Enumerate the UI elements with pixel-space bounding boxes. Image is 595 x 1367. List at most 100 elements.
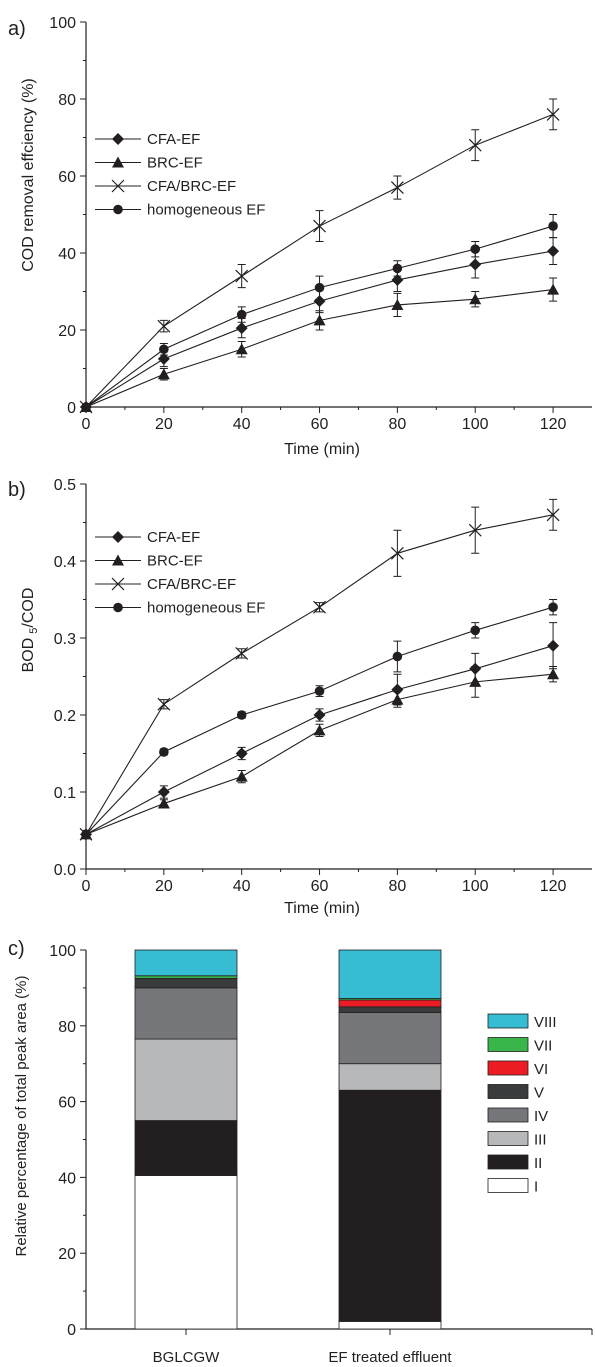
panel-a-series-brc-ef-point [469, 293, 482, 305]
panel-c-legend-swatch-viii [487, 1013, 529, 1029]
panel-c: c) Relative percentage of total peak are… [8, 938, 593, 1366]
panel-c-bar-ef-treated-effluent-iv [338, 1012, 442, 1065]
panel-a-series-homogeneous-ef-point [159, 344, 169, 355]
panel-c-y-tick-label: 60 [58, 1095, 76, 1112]
panel-c-legend-label-vii: VII [534, 1038, 552, 1055]
panel-b-series-homogeneous-ef-point [236, 710, 247, 720]
panel-a-y-tick-label: 20 [58, 323, 76, 340]
panel-b-x-tick-label: 0 [82, 878, 91, 895]
panel-c-legend-swatch-iii [487, 1131, 529, 1146]
panel-b-legend-cfa-brc-ef-marker [111, 577, 125, 591]
panel-a-x-tick-label: 40 [233, 416, 251, 433]
panel-a-legend-brc-ef-marker [112, 156, 124, 168]
panel-a-label: a) [8, 18, 26, 40]
panel-c-legend-label-viii: VIII [534, 1014, 557, 1031]
panel-a-series-brc-ef-point [235, 343, 248, 355]
panel-c-legend-swatch-vi [487, 1060, 529, 1076]
panel-b-plot: 0 20 40 60 80 100 120 0.0 0.1 0.2 0.3 0.4 0.5 CFA-EF B… [54, 477, 592, 895]
panel-a-series-cfa-ef-point [157, 352, 170, 365]
panel-b-x-axis-title: Time (min) [284, 900, 360, 917]
panel-a-y-axis-title: COD removal effciency (%) [20, 78, 37, 272]
panel-b-series-cfa-brc-ef-point [313, 600, 326, 614]
panel-a-series-cfa-ef-point [391, 273, 404, 286]
panel-b-series-cfa-ef-point [313, 709, 326, 721]
panel-a-y-tick-label: 100 [49, 15, 76, 32]
panel-b-y-tick-label: 0.2 [54, 708, 76, 725]
panel-c-legend-swatch-iv [487, 1107, 529, 1123]
panel-b-series-cfa-brc-ef-point [546, 508, 560, 522]
panel-b-series-homogeneous-ef-point [314, 686, 325, 696]
panel-b-series-cfa-brc-ef-point [390, 546, 404, 560]
panel-c-legend-label-i: I [534, 1179, 538, 1196]
panel-c-bar-ef-treated-effluent-v [338, 1006, 442, 1013]
panel-b-series-brc-ef-point [469, 675, 482, 687]
panel-b-y-tick-label: 0.5 [54, 477, 76, 494]
panel-a-legend-cfa-ef-label: CFA-EF [147, 131, 200, 148]
panel-b-legend-cfa-ef-marker [112, 531, 124, 543]
panel-a-series-brc-ef-point [157, 368, 170, 380]
panel-a-legend-cfa-brc-ef-marker [111, 179, 125, 193]
panel-a-legend-brc-ef-label: BRC-EF [147, 155, 203, 172]
panel-b: b) BOD 5/COD Time (min) 0 20 40 60 80 100 120 0.… [8, 477, 592, 917]
panel-c-y-tick-label: 0 [67, 1322, 76, 1339]
panel-c-legend-swatch-vii [487, 1037, 529, 1052]
panel-c-bar-ef-treated-effluent-ii [338, 1089, 442, 1322]
panel-a-series-brc-ef-point [547, 283, 560, 295]
panel-a-series-cfa-ef-point [469, 258, 482, 271]
panel-b-legend-brc-ef-label: BRC-EF [147, 553, 203, 570]
panel-b-x-tick-label: 20 [155, 878, 173, 895]
panel-b-series-cfa-ef-point [547, 639, 560, 652]
panel-c-legend-label-ii: II [534, 1155, 542, 1172]
panel-a-legend-cfa-ef-marker [112, 133, 124, 145]
panel-a-y-tick-label: 0 [67, 400, 76, 417]
panel-c-bar-bglcgw-i [134, 1175, 238, 1330]
panel-b-y-axis-title-tail: /COD [20, 588, 37, 628]
panel-c-legend-label-iv: IV [534, 1108, 548, 1125]
panel-a-series-cfa-ef-point [235, 322, 248, 335]
panel-a-legend-homogeneous-ef-label: homogeneous EF [147, 202, 265, 219]
panel-b-label: b) [8, 479, 26, 501]
panel-b-series-brc-ef-point [235, 770, 248, 782]
panel-b-y-tick-label: 0.3 [54, 631, 76, 648]
panel-b-series-brc-ef-point [157, 797, 170, 809]
panel-a-y-tick-label: 40 [58, 246, 76, 263]
panel-c-y-tick-label: 80 [58, 1019, 76, 1036]
panel-c-bar-bglcgw-iv [134, 987, 238, 1040]
panel-b-x-tick-label: 80 [388, 878, 406, 895]
panel-a: a) COD removal effciency (%) Time (min) … [8, 15, 592, 458]
panel-c-legend-swatch-i [487, 1178, 529, 1193]
panel-a-x-tick-label: 100 [462, 416, 489, 433]
panel-c-legend-label-iii: III [534, 1132, 547, 1149]
panel-c-bar-ef-treated-effluent-iii [338, 1063, 442, 1091]
panel-a-plot: 0 20 40 60 80 100 120 0 20 40 60 80 100 CFA-EF BRC-EF C… [49, 15, 592, 433]
panel-c-category-label: EF treated effluent [328, 1349, 452, 1366]
panel-c-category-label: BGLCGW [153, 1349, 221, 1366]
panel-b-series-cfa-ef-point [235, 747, 248, 760]
panel-a-series-brc-ef-point [391, 298, 404, 310]
panel-b-y-tick-label: 0.1 [54, 785, 76, 802]
panel-b-legend-cfa-brc-ef-label: CFA/BRC-EF [147, 576, 236, 593]
panel-c-label: c) [8, 938, 25, 960]
panel-c-bar-bglcgw-v [134, 978, 238, 989]
panel-b-series-cfa-brc-ef-point [157, 697, 171, 711]
panel-a-series-homogeneous-ef-point [548, 221, 558, 231]
panel-b-series-homogeneous-ef-point [548, 602, 558, 612]
panel-b-series-brc-ef-point [391, 693, 404, 705]
panel-a-legend-cfa-brc-ef-label: CFA/BRC-EF [147, 178, 236, 195]
panel-a-series-cfa-brc-ef-point [235, 269, 249, 283]
panel-b-legend-brc-ef-marker [112, 554, 124, 566]
panel-a-y-tick-label: 80 [58, 92, 76, 109]
panel-a-x-axis-title: Time (min) [284, 441, 360, 458]
panel-a-x-tick-label: 20 [155, 416, 173, 433]
panel-b-series-brc-ef-point [547, 668, 560, 680]
panel-b-series-homogeneous-ef-point [470, 625, 481, 636]
panel-c-y-tick-label: 20 [58, 1246, 76, 1263]
panel-a-series-brc-ef-point [313, 314, 326, 326]
panel-b-legend-cfa-ef-label: CFA-EF [147, 529, 200, 546]
panel-b-series-homogeneous-ef-point [81, 829, 91, 840]
panel-b-x-tick-label: 120 [540, 878, 567, 895]
panel-a-y-tick-label: 60 [58, 169, 76, 186]
panel-c-bar-ef-treated-effluent-vi [338, 999, 442, 1008]
panel-b-y-axis-title-sub: 5 [28, 628, 40, 634]
panel-a-series-cfa-brc-ef-point [157, 319, 171, 333]
